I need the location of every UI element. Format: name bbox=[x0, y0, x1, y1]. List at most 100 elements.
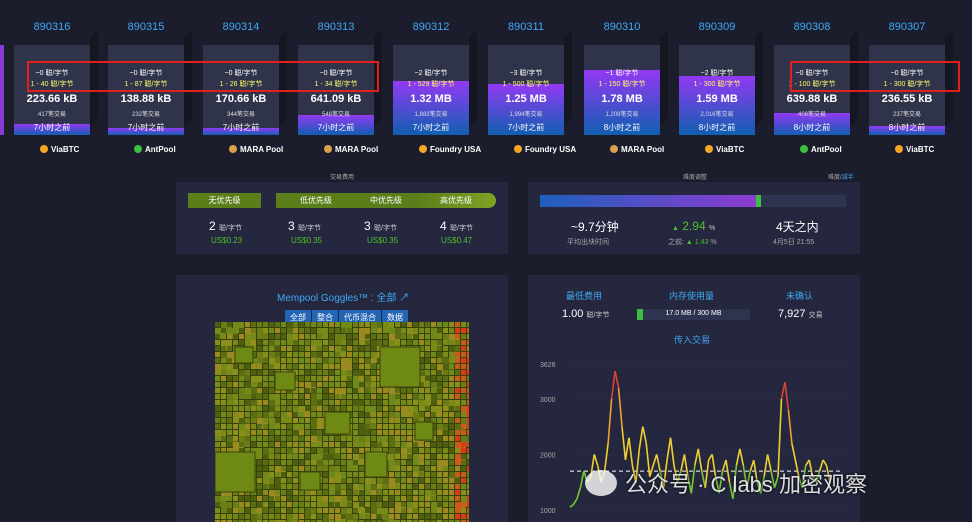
tx-square[interactable] bbox=[377, 496, 382, 501]
tx-square[interactable] bbox=[359, 478, 364, 483]
tx-square[interactable] bbox=[311, 496, 316, 501]
tx-square[interactable] bbox=[275, 520, 286, 522]
tx-square[interactable] bbox=[407, 334, 412, 339]
tx-square[interactable] bbox=[299, 424, 304, 429]
tx-square[interactable] bbox=[341, 370, 352, 381]
tx-square[interactable] bbox=[257, 460, 262, 465]
tx-square[interactable] bbox=[221, 400, 226, 405]
tx-square[interactable] bbox=[371, 412, 376, 417]
tx-square[interactable] bbox=[431, 454, 436, 459]
tx-square[interactable] bbox=[377, 394, 382, 399]
tx-square[interactable] bbox=[293, 418, 298, 423]
tx-square[interactable] bbox=[455, 472, 460, 477]
tx-square[interactable] bbox=[455, 322, 460, 327]
tx-square[interactable] bbox=[425, 442, 430, 447]
tx-square[interactable] bbox=[341, 484, 346, 489]
tx-square[interactable] bbox=[227, 424, 232, 429]
tx-square[interactable] bbox=[323, 358, 334, 369]
tx-square[interactable] bbox=[395, 514, 400, 519]
tx-square[interactable] bbox=[431, 502, 442, 513]
tx-square[interactable] bbox=[251, 370, 256, 375]
tx-square[interactable] bbox=[275, 430, 280, 435]
tx-square[interactable] bbox=[407, 454, 412, 459]
tx-square[interactable] bbox=[389, 478, 400, 489]
tx-square[interactable] bbox=[287, 460, 292, 465]
tx-square[interactable] bbox=[461, 436, 469, 447]
tx-square[interactable] bbox=[449, 382, 454, 387]
tx-square[interactable] bbox=[215, 448, 220, 453]
tx-square[interactable] bbox=[455, 352, 460, 357]
tx-square[interactable] bbox=[359, 400, 364, 405]
tx-square[interactable] bbox=[329, 484, 340, 495]
tx-square[interactable] bbox=[221, 382, 226, 387]
tx-square[interactable] bbox=[377, 424, 382, 429]
tx-square[interactable] bbox=[293, 352, 298, 357]
tx-square[interactable] bbox=[323, 394, 328, 399]
tx-square[interactable] bbox=[383, 508, 388, 513]
tx-square[interactable] bbox=[275, 442, 280, 447]
tx-square[interactable] bbox=[251, 508, 262, 519]
tx-square[interactable] bbox=[311, 520, 316, 522]
tx-square[interactable] bbox=[437, 460, 448, 471]
tx-square[interactable] bbox=[419, 358, 424, 363]
tx-square[interactable] bbox=[311, 430, 322, 441]
tx-square[interactable] bbox=[341, 466, 346, 471]
tx-square[interactable] bbox=[383, 502, 388, 507]
tx-square[interactable] bbox=[263, 400, 268, 405]
tx-square[interactable] bbox=[233, 520, 238, 522]
tx-square[interactable] bbox=[263, 472, 274, 483]
tx-square[interactable] bbox=[251, 394, 256, 399]
tx-square[interactable] bbox=[443, 520, 448, 522]
tx-square[interactable] bbox=[311, 352, 322, 363]
tx-square[interactable] bbox=[335, 472, 346, 483]
tx-square[interactable] bbox=[401, 406, 412, 417]
tx-square[interactable] bbox=[383, 400, 388, 405]
tx-square[interactable] bbox=[227, 370, 232, 375]
tab-consolidation[interactable]: 整合 bbox=[312, 310, 338, 325]
tx-square[interactable] bbox=[257, 448, 262, 453]
tx-square[interactable] bbox=[419, 328, 424, 333]
tx-square-large[interactable] bbox=[234, 346, 254, 364]
tx-square[interactable] bbox=[239, 508, 244, 513]
tx-square[interactable] bbox=[443, 346, 448, 351]
tx-square[interactable] bbox=[287, 478, 292, 483]
tx-square[interactable] bbox=[353, 472, 358, 477]
tx-square[interactable] bbox=[305, 346, 310, 351]
tx-square[interactable] bbox=[311, 382, 316, 387]
tx-square[interactable] bbox=[311, 490, 316, 495]
tx-square[interactable] bbox=[245, 496, 250, 501]
tx-square[interactable] bbox=[455, 346, 460, 351]
tx-square[interactable] bbox=[413, 514, 418, 519]
tx-square[interactable] bbox=[455, 382, 460, 387]
tx-square[interactable] bbox=[305, 328, 310, 333]
halving-toggle[interactable]: 难度/减半 bbox=[828, 175, 854, 181]
tx-square[interactable] bbox=[335, 370, 340, 375]
tx-square[interactable] bbox=[401, 490, 406, 495]
tx-square[interactable] bbox=[263, 502, 268, 507]
tx-square[interactable] bbox=[419, 322, 424, 327]
tx-square[interactable] bbox=[383, 454, 394, 465]
tx-square[interactable] bbox=[437, 442, 442, 447]
block-pool[interactable]: ViaBTC bbox=[40, 145, 79, 154]
tx-square[interactable] bbox=[347, 490, 352, 495]
tx-square[interactable] bbox=[353, 406, 358, 411]
tx-square[interactable] bbox=[329, 520, 334, 522]
tx-square[interactable] bbox=[341, 496, 352, 507]
tx-square[interactable] bbox=[383, 478, 394, 489]
tx-square[interactable] bbox=[395, 454, 400, 459]
tx-square[interactable] bbox=[341, 334, 346, 339]
tx-square[interactable] bbox=[227, 364, 238, 375]
tx-square[interactable] bbox=[467, 406, 469, 411]
tx-square[interactable] bbox=[287, 436, 292, 441]
tx-square[interactable] bbox=[455, 334, 460, 339]
block-height[interactable]: 890310 bbox=[603, 21, 641, 33]
tx-square[interactable] bbox=[341, 514, 346, 519]
tx-square[interactable] bbox=[467, 430, 469, 435]
tx-square[interactable] bbox=[377, 322, 382, 327]
tx-square[interactable] bbox=[329, 382, 334, 387]
tx-square[interactable] bbox=[335, 388, 346, 399]
tx-square[interactable] bbox=[245, 436, 250, 441]
tx-square[interactable] bbox=[455, 460, 460, 465]
tx-square[interactable] bbox=[257, 340, 262, 345]
tx-square[interactable] bbox=[323, 340, 328, 345]
